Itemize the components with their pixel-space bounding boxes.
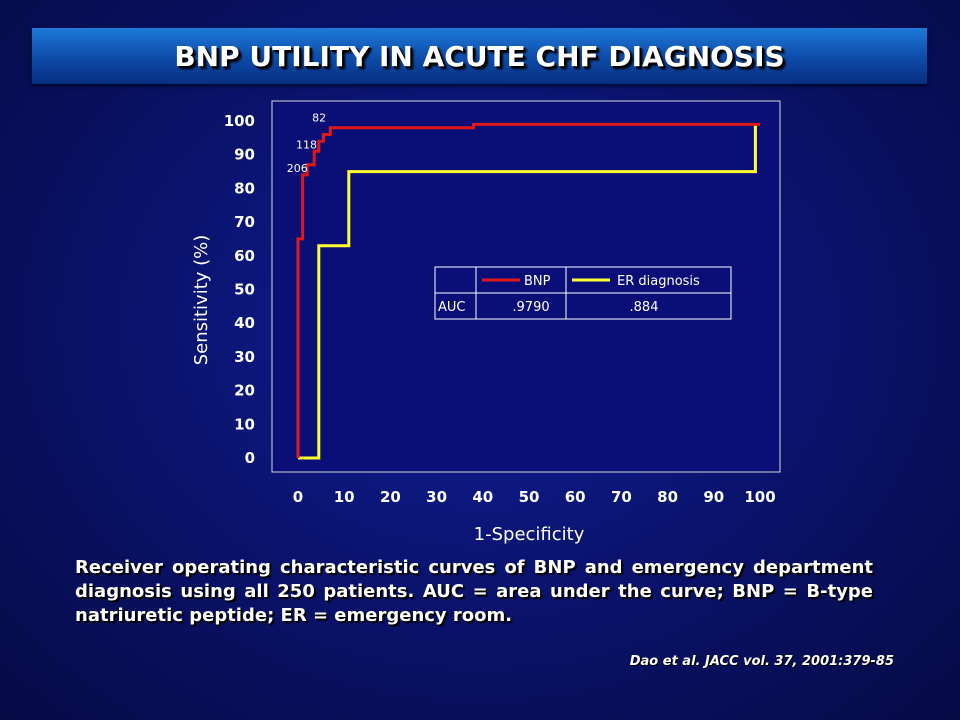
- title-bar: BNP UTILITY IN ACUTE CHF DIAGNOSIS: [32, 28, 927, 84]
- slide-title: BNP UTILITY IN ACUTE CHF DIAGNOSIS: [174, 39, 785, 73]
- y-axis-ticks: 0 10 20 30 40 50 60 70 80 90 100: [224, 112, 255, 467]
- auc-legend-table: BNP ER diagnosis AUC .9790 .884: [434, 266, 732, 320]
- y-tick-label-60: 60: [234, 247, 255, 265]
- series-line-bnp: [296, 122, 760, 458]
- y-tick-label-90: 90: [234, 146, 255, 164]
- x-tick-label-90: 90: [703, 488, 724, 506]
- slide-caption: Receiver operating characteristic curves…: [75, 557, 873, 626]
- series-layer: [296, 122, 760, 460]
- y-tick-label-0: 0: [245, 449, 255, 467]
- annotation-82: 82: [312, 112, 326, 125]
- x-tick-label-50: 50: [519, 488, 540, 506]
- x-tick-label-10: 10: [334, 488, 355, 506]
- x-tick-label-30: 30: [426, 488, 447, 506]
- annotations: 82 118 206: [287, 112, 326, 176]
- x-axis-ticks: 0 10 20 30 40 50 60 70 80 90 100: [293, 488, 776, 506]
- legend-auc-bnp: .9790: [512, 300, 549, 315]
- legend-label-er: ER diagnosis: [617, 274, 700, 289]
- y-tick-label-70: 70: [234, 213, 255, 231]
- legend-auc-er: .884: [630, 300, 659, 315]
- x-tick-label-70: 70: [611, 488, 632, 506]
- x-tick-label-60: 60: [565, 488, 586, 506]
- y-axis-label: Sensitivity (%): [191, 235, 212, 366]
- y-tick-label-100: 100: [224, 112, 255, 130]
- y-tick-label-40: 40: [234, 314, 255, 332]
- x-tick-label-100: 100: [744, 488, 775, 506]
- x-tick-label-0: 0: [293, 488, 303, 506]
- series-line-er-diagnosis: [298, 124, 757, 460]
- annotation-118: 118: [296, 139, 317, 152]
- x-axis-label: 1-Specificity: [474, 524, 585, 545]
- x-tick-label-20: 20: [380, 488, 401, 506]
- y-tick-label-50: 50: [234, 281, 255, 299]
- x-tick-label-80: 80: [657, 488, 678, 506]
- x-tick-label-40: 40: [472, 488, 493, 506]
- citation: Dao et al. JACC vol. 37, 2001:379-85: [629, 654, 894, 669]
- y-tick-label-20: 20: [234, 382, 255, 400]
- annotation-206: 206: [287, 162, 308, 175]
- legend-row-label-auc: AUC: [438, 300, 466, 315]
- legend-label-bnp: BNP: [524, 274, 551, 289]
- y-tick-label-10: 10: [234, 415, 255, 433]
- y-tick-label-80: 80: [234, 179, 255, 197]
- y-tick-label-30: 30: [234, 348, 255, 366]
